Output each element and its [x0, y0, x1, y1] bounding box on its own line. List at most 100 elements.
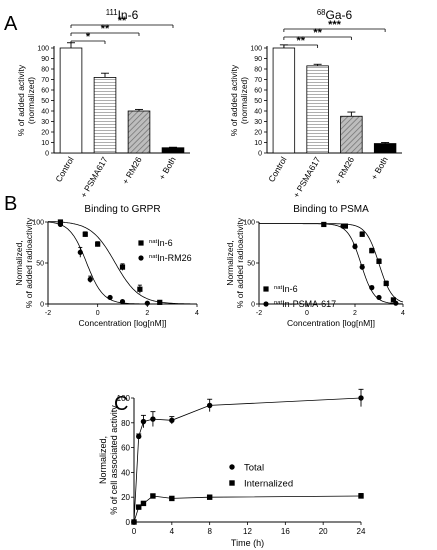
- y-axis-label: Normalized,: [225, 240, 235, 285]
- chart-a1-bar: 111In-6 0 10 20 30 40 50 60 70 80 90 100 % of added …: [16, 8, 190, 200]
- x-tick-label: 4: [401, 310, 405, 317]
- fit-curve: [48, 221, 197, 305]
- x-tick-label: Control: [266, 155, 288, 184]
- data-point: [119, 298, 126, 305]
- data-point: [77, 249, 83, 255]
- x-tick-label: 4: [170, 527, 175, 536]
- y-tick-label: 50: [254, 98, 262, 105]
- series-line: [133, 495, 362, 523]
- data-point: [157, 299, 163, 305]
- panel-label-c: C: [114, 393, 128, 415]
- y-tick-label: 0: [126, 518, 131, 527]
- y-axis-label: % of added activity: [16, 64, 26, 136]
- data-point: [206, 402, 213, 409]
- bar: [127, 110, 151, 154]
- x-tick-label: 4: [195, 310, 199, 317]
- bar: [59, 47, 83, 154]
- chart-title: Binding to PSMA: [293, 204, 369, 215]
- y-tick-label: 60: [254, 88, 262, 95]
- y-tick-label: 100: [32, 220, 44, 227]
- legend-marker: [138, 240, 144, 246]
- y-axis-label: (normalized): [26, 77, 36, 124]
- y-axis-label: Normalized,: [98, 436, 108, 484]
- y-tick-label: 0: [251, 302, 255, 309]
- y-tick-label: 90: [41, 56, 49, 63]
- y-tick-label: 70: [41, 77, 49, 84]
- y-tick-label: 30: [41, 119, 49, 126]
- data-point: [359, 264, 365, 270]
- legend-marker: [229, 464, 235, 470]
- y-tick-label: 0: [45, 151, 49, 158]
- x-axis-label: Time (h): [231, 538, 264, 548]
- data-point: [376, 258, 382, 264]
- x-tick-label: 8: [207, 527, 212, 536]
- data-point: [393, 300, 399, 306]
- x-tick-label: + Both: [157, 155, 178, 182]
- data-point: [376, 294, 382, 301]
- x-tick-label: 16: [281, 527, 290, 536]
- y-tick-label: 40: [41, 109, 49, 116]
- chart-title: 111In-6: [106, 8, 139, 23]
- data-point: [82, 231, 88, 237]
- data-point: [358, 493, 364, 499]
- legend-label: natIn-RM26: [149, 253, 192, 263]
- x-tick-label: + PSMA617: [78, 155, 110, 200]
- legend-marker: [263, 286, 269, 292]
- legend-marker: [138, 255, 144, 261]
- chart-a2-bar: 68Ga-6 0 10 20 30 40 50 60 70 80 90 100 % of added a…: [229, 8, 402, 199]
- x-tick-label: 0: [96, 310, 100, 317]
- legend-label: Total: [244, 463, 264, 474]
- data-point: [136, 504, 142, 510]
- y-tick-label: 100: [250, 46, 262, 53]
- data-point: [340, 223, 346, 229]
- legend-label: natIn-6: [149, 238, 173, 248]
- x-tick-label: 12: [243, 527, 252, 536]
- data-point: [131, 519, 137, 525]
- bar: [373, 143, 397, 154]
- data-point: [95, 241, 101, 247]
- x-tick-label: 24: [357, 527, 366, 536]
- data-point: [87, 276, 93, 282]
- legend-marker: [229, 480, 235, 486]
- data-point: [169, 495, 175, 502]
- fit-curve: [47, 221, 197, 305]
- data-point: [150, 416, 156, 422]
- y-tick-label: 50: [247, 261, 255, 268]
- bar: [272, 47, 296, 154]
- y-tick-label: 20: [41, 130, 49, 137]
- legend-label: natIn-PSMA-617: [274, 299, 336, 309]
- y-tick-label: 10: [254, 140, 262, 147]
- y-axis-label: % of cell associated activity: [109, 405, 119, 515]
- chart-c-time-course: 0 20 40 60 80 100 0 4 8 12 16 20 24 Time (h) Normalize…: [98, 388, 366, 548]
- x-tick-label: 2: [353, 310, 357, 317]
- x-axis-label: Concentration [log[nM]]: [287, 318, 375, 328]
- significance-label: **: [118, 15, 127, 27]
- data-point: [390, 297, 396, 303]
- data-point: [140, 500, 147, 507]
- x-tick-label: 0: [305, 310, 309, 317]
- x-tick-label: 0: [132, 527, 137, 536]
- y-axis-label: % of added activity: [229, 64, 239, 136]
- data-point: [359, 231, 365, 237]
- data-point: [119, 264, 126, 270]
- x-tick-label: Control: [53, 155, 75, 184]
- data-point: [107, 294, 113, 301]
- data-point: [136, 433, 142, 440]
- data-point: [169, 417, 175, 424]
- y-tick-label: 50: [41, 98, 49, 105]
- significance-label: **: [296, 35, 305, 47]
- y-tick-label: 20: [254, 130, 262, 137]
- y-tick-label: 100: [37, 46, 49, 53]
- data-point: [358, 395, 364, 401]
- data-point: [369, 248, 375, 254]
- series-line: [133, 397, 362, 523]
- x-tick-label: 2: [145, 310, 149, 317]
- panel-label-b: B: [4, 193, 17, 215]
- x-tick-label: -2: [256, 310, 262, 317]
- y-tick-label: 80: [254, 67, 262, 74]
- chart-title: Binding to GRPR: [84, 204, 160, 215]
- y-tick-label: 20: [121, 493, 130, 502]
- y-tick-label: 100: [243, 220, 255, 227]
